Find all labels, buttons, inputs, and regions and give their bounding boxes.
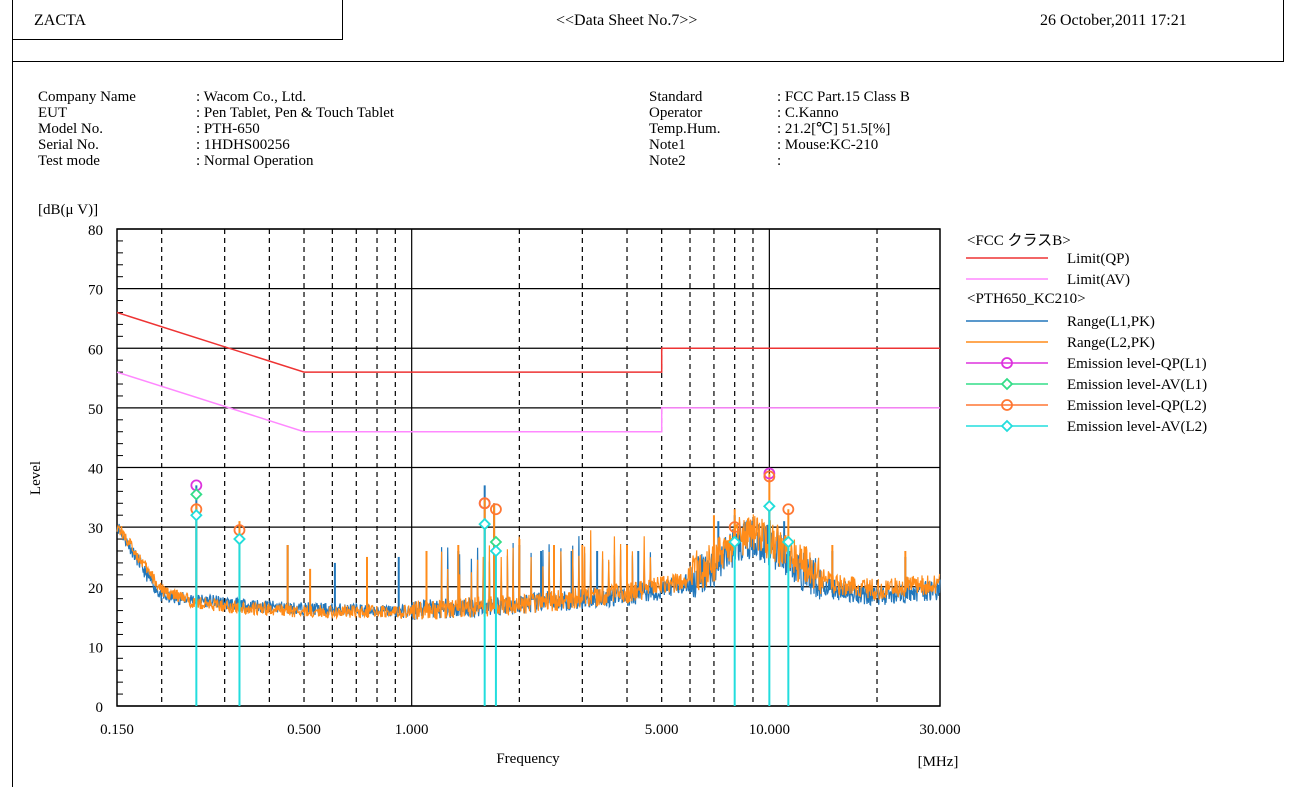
info-row-eut: EUT : Pen Tablet, Pen & Touch Tablet xyxy=(38,105,394,121)
emission-stems xyxy=(195,506,790,706)
emission-marker xyxy=(478,497,491,510)
header-frame xyxy=(12,0,1284,62)
legend-label: Range(L1,PK) xyxy=(1067,314,1155,330)
info-value: : xyxy=(777,153,782,169)
emission-marker xyxy=(782,503,795,516)
legend-label: Emission level-AV(L1) xyxy=(1067,377,1207,393)
x-tick-label: 0.500 xyxy=(287,722,321,738)
y-minor-ticks xyxy=(117,240,123,695)
legend-marker xyxy=(1000,419,1014,433)
x-tick-label: 1.000 xyxy=(395,722,429,738)
info-row-operator: Operator : C.Kanno xyxy=(649,105,910,121)
info-label: Note1 xyxy=(649,137,686,153)
info-value: : FCC Part.15 Class B xyxy=(777,89,910,105)
emission-marker xyxy=(190,488,203,501)
info-row-model: Model No. : PTH-650 xyxy=(38,121,394,137)
info-value: : Pen Tablet, Pen & Touch Tablet xyxy=(196,105,395,121)
x-tick-label: 30.000 xyxy=(919,722,960,738)
y-tick-label: 50 xyxy=(88,402,103,418)
legend-group-pth: <PTH650_KC210> xyxy=(967,291,1086,307)
emission-marker xyxy=(763,499,776,513)
emission-marker xyxy=(728,521,741,534)
emission-marker xyxy=(489,544,503,558)
info-label: Operator xyxy=(649,105,703,121)
info-label: Company Name xyxy=(38,89,136,105)
emission-markers xyxy=(190,467,795,558)
info-label: Serial No. xyxy=(38,137,99,153)
y-tick-label: 10 xyxy=(88,640,103,656)
info-value: : Wacom Co., Ltd. xyxy=(196,89,307,105)
legend: <FCC クラスB> <PTH650_KC210> Limit(QP) Limit… xyxy=(966,232,1207,435)
info-label: Test mode xyxy=(38,153,100,169)
datetime: 26 October,2011 17:21 xyxy=(1040,12,1187,29)
y-unit-label: [dB(μ V)] xyxy=(38,202,98,218)
range-spectrum-trace xyxy=(116,514,941,621)
company-box xyxy=(12,0,343,40)
info-value: : C.Kanno xyxy=(777,105,839,121)
legend-label: Emission level-QP(L1) xyxy=(1067,356,1207,372)
emission-marker xyxy=(478,517,491,531)
info-value: : Normal Operation xyxy=(196,153,314,169)
info-row-standard: Standard : FCC Part.15 Class B xyxy=(649,89,910,105)
page-border-left xyxy=(12,62,13,787)
info-value: : 1HDHS00256 xyxy=(196,137,290,153)
company-name: ZACTA xyxy=(34,12,87,29)
info-value: : PTH-650 xyxy=(196,121,260,137)
y-tick-label: 80 xyxy=(88,223,103,239)
y-tick-label: 40 xyxy=(88,462,103,478)
legend-label: Emission level-QP(L2) xyxy=(1067,398,1207,414)
legend-marker xyxy=(1001,357,1013,369)
legend-marker xyxy=(1000,377,1014,391)
info-label: EUT xyxy=(38,105,68,121)
info-row-company: Company Name : Wacom Co., Ltd. xyxy=(38,89,394,105)
emission-marker xyxy=(763,470,776,483)
info-row-serial: Serial No. : 1HDHS00256 xyxy=(38,137,394,153)
legend-label: Limit(AV) xyxy=(1067,272,1130,288)
info-left: Company Name : Wacom Co., Ltd. EUT : Pen T… xyxy=(38,89,394,169)
info-value: : 21.2[℃] 51.5[%] xyxy=(777,121,891,137)
legend-label: Emission level-AV(L2) xyxy=(1067,419,1207,435)
info-row-mode: Test mode : Normal Operation xyxy=(38,153,394,169)
y-tick-label: 20 xyxy=(88,581,103,597)
info-label: Model No. xyxy=(38,121,103,137)
emission-marker xyxy=(233,532,246,546)
x-tick-label: 5.000 xyxy=(645,722,679,738)
y-tick-label: 60 xyxy=(88,342,103,358)
axis-labels: [dB(μ V)] Level Frequency [MHz] xyxy=(28,202,958,770)
limit-line xyxy=(116,311,940,373)
legend-group-fcc: <FCC クラスB> xyxy=(967,232,1071,249)
legend-label: Limit(QP) xyxy=(1067,251,1130,267)
page-title: <<Data Sheet No.7>> xyxy=(556,12,698,29)
limit-line xyxy=(116,371,940,433)
y-tick-label: 30 xyxy=(88,521,103,537)
info-label: Temp.Hum. xyxy=(649,121,721,137)
emission-marker xyxy=(490,503,502,516)
info-row-temphum: Temp.Hum. : 21.2[℃] 51.5[%] xyxy=(649,121,910,137)
x-axis-title: Frequency xyxy=(496,751,560,767)
x-tick-label: 10.000 xyxy=(749,722,790,738)
info-row-note1: Note1 : Mouse:KC-210 xyxy=(649,137,910,153)
emission-marker xyxy=(782,535,795,549)
info-label: Standard xyxy=(649,89,703,105)
emission-marker xyxy=(190,508,203,522)
legend-label: Range(L2,PK) xyxy=(1067,335,1155,351)
y-axis-title: Level xyxy=(28,461,44,495)
info-row-note2: Note2: xyxy=(649,153,910,169)
legend-marker xyxy=(1001,399,1013,411)
info-label: Note2 xyxy=(649,153,686,169)
y-tick-label: 0 xyxy=(96,700,104,716)
limit-lines xyxy=(116,311,940,433)
emission-marker xyxy=(728,535,741,549)
info-value: : Mouse:KC-210 xyxy=(777,137,879,153)
x-unit-label: [MHz] xyxy=(918,754,959,770)
y-tick-label: 70 xyxy=(88,283,103,299)
info-right: Standard : FCC Part.15 Class B Operator : … xyxy=(649,89,910,169)
x-tick-label: 0.150 xyxy=(100,722,134,738)
